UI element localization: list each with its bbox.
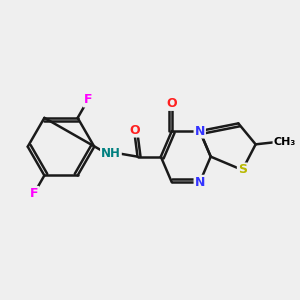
Text: N: N xyxy=(195,176,205,189)
Text: S: S xyxy=(238,164,247,176)
Text: F: F xyxy=(30,187,38,200)
Text: F: F xyxy=(84,94,92,106)
Text: CH₃: CH₃ xyxy=(274,137,296,147)
Text: O: O xyxy=(167,97,177,110)
Text: N: N xyxy=(195,124,205,137)
Text: O: O xyxy=(130,124,140,136)
Text: NH: NH xyxy=(101,147,121,160)
